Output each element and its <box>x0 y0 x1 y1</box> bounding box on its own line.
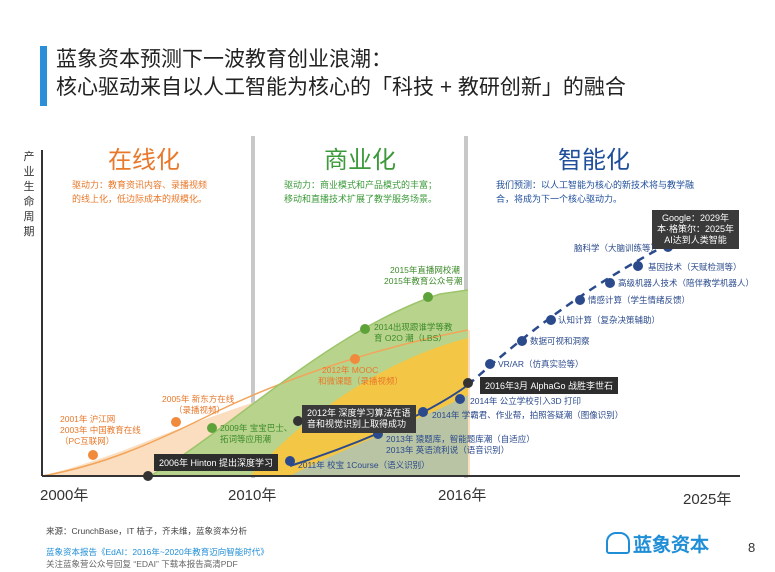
year-2025: 2025年 <box>683 491 732 508</box>
dot-2006-hinton <box>143 471 153 481</box>
dot-2014-xueba <box>418 407 428 417</box>
dot-cognitive <box>546 315 556 325</box>
event-2014-3d: 2014年 公立学校引入3D 打印 <box>470 396 581 406</box>
future-brain: 脑科学（大脑训练等） <box>574 243 660 253</box>
event-2005: 2005年 新东方在线 （录播视频） <box>162 394 235 415</box>
future-data: 数据可视和洞察 <box>530 336 590 346</box>
dot-emotion <box>575 295 585 305</box>
dot-robot <box>605 278 615 288</box>
future-robot: 高级机器人技术（陪伴教学机器人） <box>618 278 755 288</box>
milestone-alphago: 2016年3月 AlphaGo 战胜李世石 <box>480 377 619 394</box>
dot-2014-o2o <box>360 324 370 334</box>
title-line-1: 蓝象资本预测下一波教育创业浪潮： <box>56 48 392 71</box>
phase-divider-1 <box>251 136 255 478</box>
page-number: 8 <box>748 540 756 555</box>
footer-report: 蓝象资本报告《EdAI：2016年~2020年教育迈向智能时代》 <box>46 547 269 557</box>
dot-2005 <box>171 417 181 427</box>
dot-2016-alphago <box>463 378 473 388</box>
online-curve <box>41 329 469 477</box>
event-2013: 2013年 猿题库，智能题库潮（自适应） 2013年 英语流利说（语音识别） <box>386 434 535 455</box>
milestone-forecast: Google：2029年 本·格策尔：2025年 AI达到人类智能 <box>652 210 740 249</box>
commerce-curve <box>149 289 469 477</box>
year-2016: 2016年 <box>438 487 487 504</box>
phase-ai-desc: 我们预测：以人工智能为核心的新技术将与教学融 合，将成为下一个核心驱动力。 <box>496 180 695 204</box>
event-2009: 2009年 宝宝巴士、 拓词等应用潮 <box>220 423 293 444</box>
dot-gene <box>633 261 643 271</box>
dot-2012-dl <box>293 416 303 426</box>
phase-commerce-desc: 驱动力：商业模式和产品模式的丰富； 移动和直播技术扩展了教学服务场景。 <box>284 180 438 204</box>
event-2001-2003: 2001年 沪江网 2003年 中国教育在线 （PC互联网） <box>60 414 141 446</box>
brand-logo: 蓝象资本 <box>606 530 709 557</box>
dot-2009 <box>207 423 217 433</box>
event-2012-mooc: 2012年 MOOC 和微课题（录播视频） <box>318 365 404 386</box>
title-line-2: 核心驱动来自以人工智能为核心的「科技 + 教研创新」的融合 <box>56 76 626 99</box>
elephant-logo-icon <box>606 532 630 554</box>
event-2015: 2015年直播网校潮 2015年教育公众号潮 <box>384 265 463 286</box>
dot-2001 <box>88 450 98 460</box>
dot-2015 <box>423 292 433 302</box>
phase-online-title: 在线化 <box>108 147 180 174</box>
dot-2011-xiaobao <box>285 456 295 466</box>
event-2011-xiaobao: 2011年 校宝 1Course（语义识别） <box>298 460 430 470</box>
event-2014-o2o: 2014出现跟谁学等教 育 O2O 潮（LBS） <box>374 322 453 343</box>
page-title: 蓝象资本预测下一波教育创业浪潮： 核心驱动来自以人工智能为核心的「科技 + 教研… <box>56 46 626 102</box>
phase-online-desc: 驱动力：教育资讯内容、录播视频 的线上化，低边际成本的规模化。 <box>72 180 208 204</box>
future-emotion: 情感计算（学生情绪反馈） <box>588 295 691 305</box>
y-axis-label: 产业生命周期 <box>23 151 35 238</box>
dot-data <box>517 336 527 346</box>
dot-2014-3d <box>455 394 465 404</box>
dot-2012-mooc <box>350 354 360 364</box>
phase-ai-title: 智能化 <box>558 147 630 174</box>
milestone-deep-learning: 2012年 深度学习算法在语 音和视觉识别上取得成功 <box>302 405 416 433</box>
dot-vrar <box>485 359 495 369</box>
phase-commerce-title: 商业化 <box>324 147 396 174</box>
footer-source: 来源：CrunchBase，IT 桔子，齐未维，蓝象资本分析 <box>46 526 248 536</box>
future-vrar: VR/AR（仿真实验等） <box>498 359 584 369</box>
year-2010: 2010年 <box>228 487 277 504</box>
footer-follow: 关注蓝象营公众号回复 “EDAI” 下载本报告高清PDF <box>46 559 238 569</box>
milestone-hinton: 2006年 Hinton 提出深度学习 <box>154 454 279 471</box>
future-cognitive: 认知计算（复杂决策辅助） <box>558 315 661 325</box>
future-gene: 基因技术（天赋检测等） <box>648 262 742 272</box>
year-2000: 2000年 <box>40 487 89 504</box>
title-accent-bar <box>40 46 47 106</box>
event-2014-xueba: 2014年 学霸君、作业帮，拍照答疑潮（图像识别） <box>432 410 624 420</box>
